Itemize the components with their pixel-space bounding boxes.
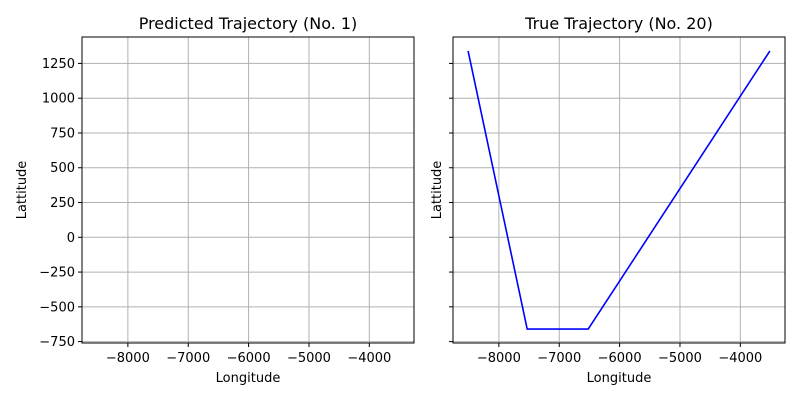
- right-chart-title: True Trajectory (No. 20): [524, 14, 713, 33]
- right-trajectory-line: [467, 50, 771, 330]
- left-y-tick-label: −250: [39, 266, 75, 281]
- left-x-tick-label: −5000: [287, 351, 331, 366]
- left-y-tick-label: 250: [50, 196, 75, 211]
- left-x-axis-label: Longitude: [216, 371, 281, 386]
- left-x-tick-label: −4000: [347, 351, 391, 366]
- right-x-tick-label: −5000: [658, 351, 702, 366]
- left-y-tick-label: −500: [39, 300, 75, 315]
- left-y-axis-label: Lattitude: [15, 161, 30, 220]
- left-y-tick-label: 1250: [42, 57, 75, 72]
- right-x-tick-label: −8000: [477, 351, 521, 366]
- right-chart: −8000 −7000 −6000 −5000 −4000 True Trajector…: [430, 14, 786, 386]
- right-x-axis-label: Longitude: [587, 371, 652, 386]
- left-x-tick-label: −6000: [227, 351, 271, 366]
- left-x-tick-label: −7000: [166, 351, 210, 366]
- right-x-tick-label: −7000: [537, 351, 581, 366]
- right-plot-frame: [452, 36, 786, 344]
- left-y-tick-label: −750: [39, 335, 75, 350]
- right-x-tick-label: −4000: [718, 351, 762, 366]
- left-x-tick-label: −8000: [106, 351, 150, 366]
- left-y-tick-label: 500: [50, 161, 75, 176]
- left-y-tick-label: 1000: [42, 92, 75, 107]
- right-x-tick-label: −6000: [598, 351, 642, 366]
- left-plot-frame: [81, 36, 415, 344]
- left-chart: −8000 −7000 −6000 −5000 −4000 −750 −500 −250 0 25…: [15, 14, 415, 386]
- left-y-tick-label: 750: [50, 126, 75, 141]
- left-y-tick-label: 0: [67, 231, 75, 246]
- left-chart-title: Predicted Trajectory (No. 1): [139, 14, 358, 33]
- right-y-axis-label: Lattitude: [430, 161, 445, 220]
